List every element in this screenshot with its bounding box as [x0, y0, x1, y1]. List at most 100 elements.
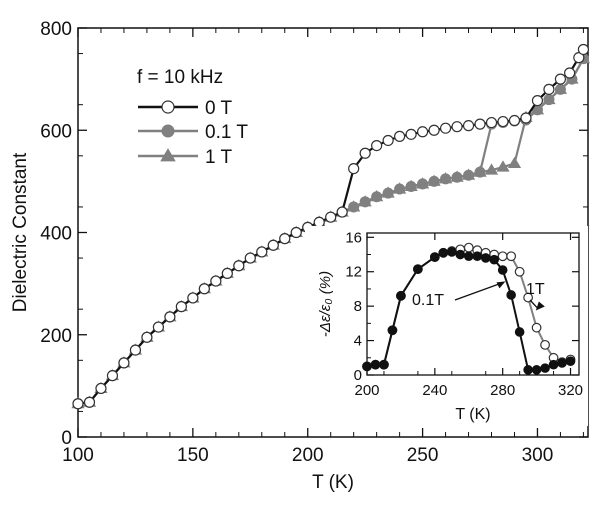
inset-y-tick-label: 0: [354, 367, 362, 384]
inset-data-point: [489, 254, 500, 265]
data-point: [164, 311, 176, 323]
data-point: [474, 118, 486, 130]
data-point: [463, 169, 475, 181]
y-tick-label: 400: [40, 224, 72, 245]
data-point: [233, 260, 245, 272]
data-point: [439, 122, 452, 134]
data-point: [543, 94, 555, 106]
data-point: [554, 73, 567, 85]
x-tick-label: 150: [177, 445, 209, 466]
y-axis-label: Dielectric Constant: [10, 152, 31, 312]
inset-data-point: [506, 251, 517, 262]
legend-label: 0 T: [205, 98, 233, 119]
inset-x-axis-label: T (K): [455, 406, 490, 423]
data-point: [440, 173, 452, 185]
data-point: [577, 43, 590, 56]
data-point: [187, 292, 199, 304]
inset-data-point: [472, 251, 483, 262]
data-point: [221, 267, 233, 279]
data-point: [484, 163, 499, 175]
data-point: [72, 398, 84, 410]
data-point: [520, 112, 532, 124]
x-tick-label: 200: [292, 445, 324, 466]
inset-x-tick-label: 320: [558, 382, 583, 399]
data-point: [497, 115, 509, 128]
inset-x-tick-label: 280: [490, 382, 515, 399]
data-point: [371, 139, 383, 152]
data-point: [451, 121, 463, 133]
inset-data-point: [565, 356, 576, 367]
inset-data-point: [387, 325, 398, 336]
data-point: [348, 162, 360, 175]
data-point: [405, 180, 417, 192]
inset-data-point: [463, 251, 474, 262]
inset-data-point: [413, 264, 423, 274]
data-point: [348, 201, 360, 213]
inset-annotation-arrowhead: [496, 281, 506, 289]
inset-data-point: [447, 247, 457, 257]
data-point: [382, 187, 394, 199]
y-tick-label: 800: [40, 19, 72, 40]
inset-x-tick-label: 240: [422, 382, 447, 399]
inset-annotation-arrow: [454, 281, 504, 301]
data-point: [336, 206, 348, 218]
inset-y-axis-label: -Δε/ε₀ (%): [317, 271, 334, 337]
inset-data-point: [523, 292, 534, 303]
inset-y-tick-label: 8: [354, 298, 362, 315]
data-point: [382, 134, 394, 147]
data-point: [141, 331, 153, 343]
inset-data-point: [430, 252, 440, 262]
data-point: [417, 178, 429, 190]
inset-data-point: [540, 363, 550, 373]
x-tick-label: 300: [522, 445, 554, 466]
data-point: [313, 216, 325, 228]
data-point: [325, 211, 337, 223]
inset-data-point: [455, 249, 466, 260]
inset-data-point: [497, 265, 508, 275]
inset-data-point: [370, 359, 381, 370]
inset-data-point: [557, 358, 567, 368]
inset-y-tick-label: 12: [345, 264, 362, 281]
legend-marker: [160, 148, 176, 162]
data-point: [371, 191, 383, 203]
data-point: [290, 226, 302, 239]
inset-data-point: [523, 365, 533, 375]
inset-data-point: [514, 266, 525, 277]
data-point: [564, 67, 576, 79]
legend-marker: [161, 100, 175, 114]
legend: f = 10 kHz 0 T 0.1 T 1 T: [137, 67, 248, 168]
inset-data-point: [463, 242, 474, 253]
data-point: [210, 275, 222, 287]
inset-data-point: [531, 322, 542, 333]
data-point: [462, 120, 475, 132]
inset-data-point: [438, 247, 449, 258]
data-point: [428, 124, 440, 136]
inset-data-point: [379, 359, 389, 370]
inset-annotation-arrow: [529, 299, 539, 309]
legend-label: 1 T: [205, 147, 233, 168]
inset-annotation-label: 0.1T: [412, 292, 444, 309]
series-line: [77, 48, 585, 405]
data-point: [118, 357, 130, 369]
inset-data-point: [506, 290, 516, 300]
x-axis-label: T (K): [312, 472, 354, 493]
data-point: [543, 83, 555, 95]
legend-title: f = 10 kHz: [137, 67, 223, 88]
data-point: [279, 233, 291, 245]
data-point: [416, 126, 429, 138]
inset-data-point: [531, 365, 542, 375]
inset-data-point: [480, 253, 491, 263]
data-point: [451, 171, 463, 183]
data-point: [474, 166, 486, 178]
inset-y-tick-label: 4: [354, 333, 362, 350]
inset-x-tick-label: 200: [354, 382, 379, 399]
data-point: [554, 83, 566, 95]
data-point: [129, 344, 142, 356]
inset-data-point: [514, 327, 525, 337]
data-point: [394, 183, 406, 195]
data-point: [496, 160, 510, 172]
inset-plot: 200 240 280 320 0 4 8 12 16 T (K) -Δε/ε₀ (%) 0.1T 1T: [305, 226, 588, 426]
data-point: [485, 116, 498, 129]
data-point: [531, 94, 544, 107]
